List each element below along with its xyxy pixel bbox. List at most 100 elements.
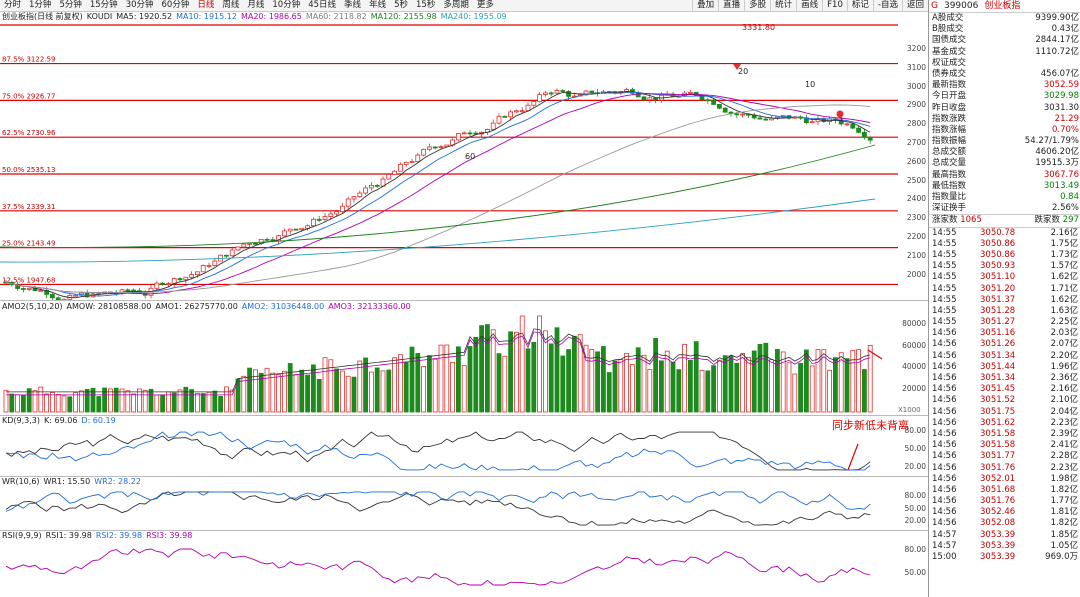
period-tab[interactable]: 1分钟 [29, 0, 52, 10]
candle [339, 205, 345, 213]
period-tab[interactable]: 日线 [197, 0, 215, 10]
tick-price: 3053.39 [980, 540, 1016, 551]
indicator-name[interactable]: KOUDI [86, 12, 113, 21]
candle [397, 163, 403, 172]
amount-bar [844, 358, 850, 413]
toolbar-button[interactable]: 多股 [744, 0, 770, 11]
candle [583, 90, 589, 96]
period-tab[interactable]: 5分钟 [59, 0, 82, 10]
axis-tick: 2200 [906, 232, 926, 241]
tick-volume: 1.96亿 [1050, 361, 1078, 372]
up-count: 1065 [960, 215, 982, 226]
axis-tick: 80.00 [904, 545, 926, 554]
period-tab[interactable]: 15分钟 [89, 0, 118, 10]
stat-value: 3029.98 [1043, 91, 1079, 102]
tick-row: 14:56 3051.75 2.04亿 [929, 407, 1080, 418]
period-tab[interactable]: 季线 [344, 0, 362, 10]
period-tab[interactable]: 月线 [247, 0, 265, 10]
amount-bar [409, 346, 415, 413]
amount-bar [102, 387, 107, 413]
rsi-chart[interactable] [0, 541, 928, 597]
candle [252, 242, 258, 245]
period-tab[interactable]: 10分钟 [272, 0, 301, 10]
amount-axis: 80000 60000 40000 20000 [898, 312, 928, 414]
fib-label: 62.5% 2730.96 [2, 129, 56, 137]
period-tab[interactable]: 年线 [369, 0, 387, 10]
amount-bar [722, 355, 728, 413]
tick-list[interactable]: 14:55 3050.78 2.16亿 14:55 3050.86 1.75亿 14:55 3… [929, 228, 1080, 564]
axis-tick: 20.00 [904, 462, 926, 471]
candle [392, 170, 398, 175]
period-tab[interactable]: 更多 [476, 0, 494, 10]
tick-volume: 1.85亿 [1050, 529, 1078, 540]
amo3-value: AMO3: 32133360.00 [328, 302, 411, 311]
toolbar-button[interactable]: 统计 [770, 0, 796, 11]
candle [490, 122, 496, 130]
tick-price: 3050.86 [980, 249, 1016, 260]
period-tab[interactable]: 周线 [222, 0, 240, 10]
candle [357, 192, 363, 197]
k-value: K: 69.06 [44, 416, 78, 425]
tick-price: 3051.52 [980, 395, 1016, 406]
amount-bar [90, 387, 96, 413]
period-tab[interactable]: 15秒 [416, 0, 436, 10]
tick-time: 14:56 [932, 496, 957, 507]
candle [50, 293, 55, 299]
tick-price: 3051.20 [980, 283, 1016, 294]
tick-volume: 2.28亿 [1050, 451, 1078, 462]
amount-bar [374, 367, 380, 413]
tick-time: 14:56 [932, 361, 957, 372]
toolbar-button[interactable]: 返回 [901, 0, 928, 11]
kd-chart[interactable] [0, 426, 928, 476]
amount-bar [554, 327, 560, 413]
stat-row: 基金成交 1110.72亿 [929, 47, 1080, 58]
stat-row: 今日开盘 3029.98 [929, 91, 1080, 102]
toolbar-button[interactable]: -自选 [872, 0, 902, 11]
stat-row: 总成交量 19515.3万 [929, 158, 1080, 169]
axis-tick: 50.00 [904, 568, 926, 577]
period-tab[interactable]: 30分钟 [125, 0, 154, 10]
quote-flag: G [931, 1, 938, 11]
period-tab[interactable]: 分时 [4, 0, 22, 10]
tick-volume: 2.23亿 [1050, 417, 1078, 428]
period-tab[interactable]: 45日线 [308, 0, 337, 10]
amount-bar [339, 370, 345, 413]
candlestick-chart[interactable]: 87.5% 3122.59 75.0% 2926.77 62.5% 2730.96 5… [0, 22, 928, 300]
fib-label: 12.5% 1947.68 [2, 276, 55, 284]
candle [409, 161, 415, 163]
period-tab[interactable]: 多周期 [443, 0, 469, 10]
stat-label: B股成交 [932, 24, 964, 35]
tick-time: 14:57 [932, 540, 957, 551]
candle [688, 91, 693, 94]
amount-bar [763, 342, 769, 413]
toolbar-button[interactable]: 叠加 [692, 0, 718, 11]
amount-bar [241, 375, 247, 413]
tick-price: 3051.37 [980, 294, 1016, 305]
amount-bar [218, 395, 224, 413]
candle [740, 113, 745, 116]
candle [508, 111, 514, 118]
toolbar-button[interactable]: F10 [822, 0, 847, 11]
candle [276, 235, 282, 242]
amount-bar [496, 353, 502, 413]
amount-chart[interactable] [0, 312, 928, 414]
period-tab[interactable]: 5秒 [394, 0, 408, 10]
period-tab[interactable]: 60分钟 [161, 0, 190, 10]
tick-row: 14:56 3051.26 2.07亿 [929, 339, 1080, 350]
candle [194, 271, 200, 275]
toolbar-button[interactable]: 画线 [796, 0, 822, 11]
tick-row: 14:56 3052.01 1.98亿 [929, 474, 1080, 485]
stat-value: 19515.3万 [1035, 158, 1079, 169]
amount-bar [3, 389, 9, 413]
rsi-legend: RSI(9,9,9) RSI1: 39.98 RSI2: 39.98 RSI3:… [0, 531, 192, 541]
amount-bar [194, 392, 200, 413]
toolbar-button[interactable]: 直播 [718, 0, 744, 11]
tick-time: 14:56 [932, 507, 957, 518]
candle [554, 90, 560, 94]
wr-chart[interactable] [0, 487, 928, 530]
tick-time: 14:55 [932, 294, 957, 305]
toolbar-button[interactable]: 标记 [846, 0, 873, 11]
tick-time: 14:55 [932, 317, 957, 328]
stat-row: 最新指数 3052.59 [929, 80, 1080, 91]
tick-price: 3051.58 [980, 428, 1016, 439]
